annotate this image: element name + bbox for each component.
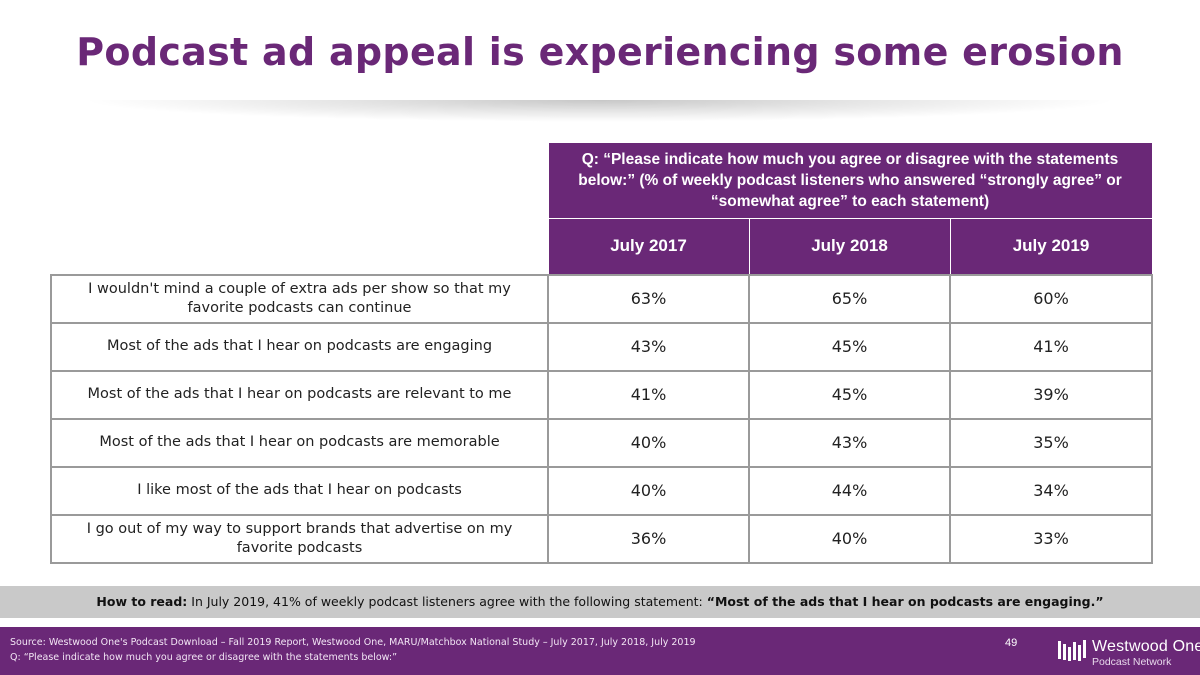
value-2019-cell: 35% — [948, 417, 1154, 468]
source-note: Source: Westwood One's Podcast Download … — [10, 635, 696, 665]
table-row: I go out of my way to support brands tha… — [50, 513, 1154, 564]
value-2019-cell: 34% — [948, 465, 1154, 516]
table-row: Most of the ads that I hear on podcasts … — [50, 321, 1154, 372]
value-2017-cell: 41% — [547, 369, 750, 420]
column-header-2019: July 2019 — [949, 218, 1153, 275]
table-row: I like most of the ads that I hear on po… — [50, 465, 1154, 516]
value-2017-cell: 40% — [547, 417, 750, 468]
value-2017-cell: 63% — [547, 273, 750, 324]
value-2018-cell: 44% — [748, 465, 951, 516]
column-header-2018: July 2018 — [748, 218, 951, 275]
survey-table: Q: “Please indicate how much you agree o… — [50, 142, 1154, 564]
value-2019-cell: 60% — [948, 273, 1154, 324]
statement-cell: Most of the ads that I hear on podcasts … — [50, 369, 549, 420]
table-row: Most of the ads that I hear on podcasts … — [50, 417, 1154, 468]
statement-cell: I like most of the ads that I hear on po… — [50, 465, 549, 516]
table-row: Most of the ads that I hear on podcasts … — [50, 369, 1154, 420]
value-2018-cell: 43% — [748, 417, 951, 468]
source-text: Source: Westwood One's Podcast Download … — [10, 637, 696, 648]
question-header: Q: “Please indicate how much you agree o… — [547, 142, 1153, 219]
statement-cell: I wouldn't mind a couple of extra ads pe… — [50, 273, 549, 324]
how-to-read-label: How to read: — [96, 594, 188, 609]
statement-cell: Most of the ads that I hear on podcasts … — [50, 321, 549, 372]
table-body: I wouldn't mind a couple of extra ads pe… — [50, 273, 1154, 564]
value-2019-cell: 41% — [948, 321, 1154, 372]
waveform-logo-icon — [1058, 640, 1086, 661]
value-2019-cell: 39% — [948, 369, 1154, 420]
logo-name: Westwood One — [1092, 638, 1200, 655]
how-to-read-bar: How to read: In July 2019, 41% of weekly… — [0, 586, 1200, 618]
statement-cell: I go out of my way to support brands tha… — [50, 513, 549, 564]
logo-subtitle: Podcast Network — [1092, 656, 1172, 668]
value-2017-cell: 43% — [547, 321, 750, 372]
column-header-2017: July 2017 — [547, 218, 750, 275]
title-shadow — [80, 100, 1120, 122]
table-row: I wouldn't mind a couple of extra ads pe… — [50, 273, 1154, 324]
how-to-read-quote: “Most of the ads that I hear on podcasts… — [706, 594, 1104, 609]
page-title: Podcast ad appeal is experiencing some e… — [76, 30, 1124, 74]
how-to-read-text: In July 2019, 41% of weekly podcast list… — [187, 594, 707, 609]
value-2018-cell: 45% — [748, 369, 951, 420]
value-2017-cell: 36% — [547, 513, 750, 564]
table-corner — [51, 143, 548, 275]
value-2019-cell: 33% — [948, 513, 1154, 564]
value-2018-cell: 45% — [748, 321, 951, 372]
value-2017-cell: 40% — [547, 465, 750, 516]
statement-cell: Most of the ads that I hear on podcasts … — [50, 417, 549, 468]
page-number: 49 — [1005, 637, 1018, 649]
value-2018-cell: 65% — [748, 273, 951, 324]
footer: Source: Westwood One's Podcast Download … — [0, 627, 1200, 675]
westwood-one-logo: Westwood One Podcast Network — [1058, 635, 1200, 669]
question-note: Q: “Please indicate how much you agree o… — [10, 652, 398, 663]
value-2018-cell: 40% — [748, 513, 951, 564]
